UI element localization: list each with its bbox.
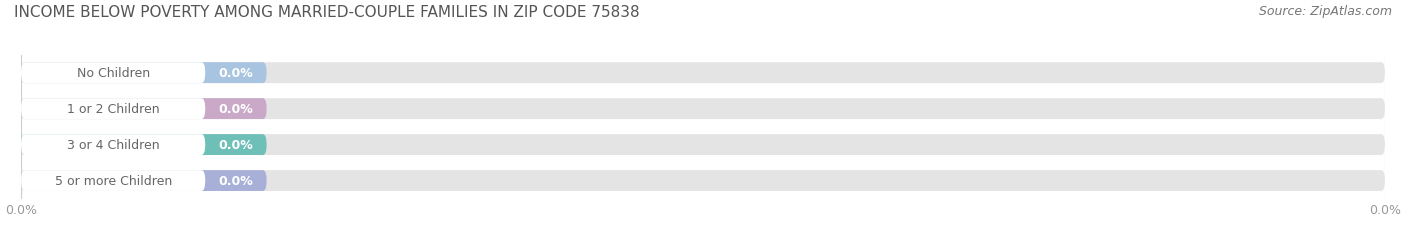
Text: 1 or 2 Children: 1 or 2 Children	[67, 103, 159, 116]
FancyBboxPatch shape	[21, 170, 1385, 191]
FancyBboxPatch shape	[21, 99, 267, 119]
Text: INCOME BELOW POVERTY AMONG MARRIED-COUPLE FAMILIES IN ZIP CODE 75838: INCOME BELOW POVERTY AMONG MARRIED-COUPL…	[14, 5, 640, 20]
FancyBboxPatch shape	[21, 63, 267, 84]
FancyBboxPatch shape	[21, 135, 205, 155]
FancyBboxPatch shape	[21, 99, 205, 119]
Text: 0.0%: 0.0%	[218, 138, 253, 152]
Text: Source: ZipAtlas.com: Source: ZipAtlas.com	[1258, 5, 1392, 18]
FancyBboxPatch shape	[21, 63, 205, 84]
Text: 3 or 4 Children: 3 or 4 Children	[67, 138, 159, 152]
FancyBboxPatch shape	[21, 170, 205, 191]
FancyBboxPatch shape	[21, 99, 1385, 119]
Text: No Children: No Children	[76, 67, 149, 80]
FancyBboxPatch shape	[21, 170, 267, 191]
FancyBboxPatch shape	[21, 63, 1385, 84]
Text: 0.0%: 0.0%	[218, 67, 253, 80]
Text: 0.0%: 0.0%	[218, 103, 253, 116]
Text: 5 or more Children: 5 or more Children	[55, 174, 172, 187]
Text: 0.0%: 0.0%	[218, 174, 253, 187]
FancyBboxPatch shape	[21, 135, 267, 155]
FancyBboxPatch shape	[21, 135, 1385, 155]
